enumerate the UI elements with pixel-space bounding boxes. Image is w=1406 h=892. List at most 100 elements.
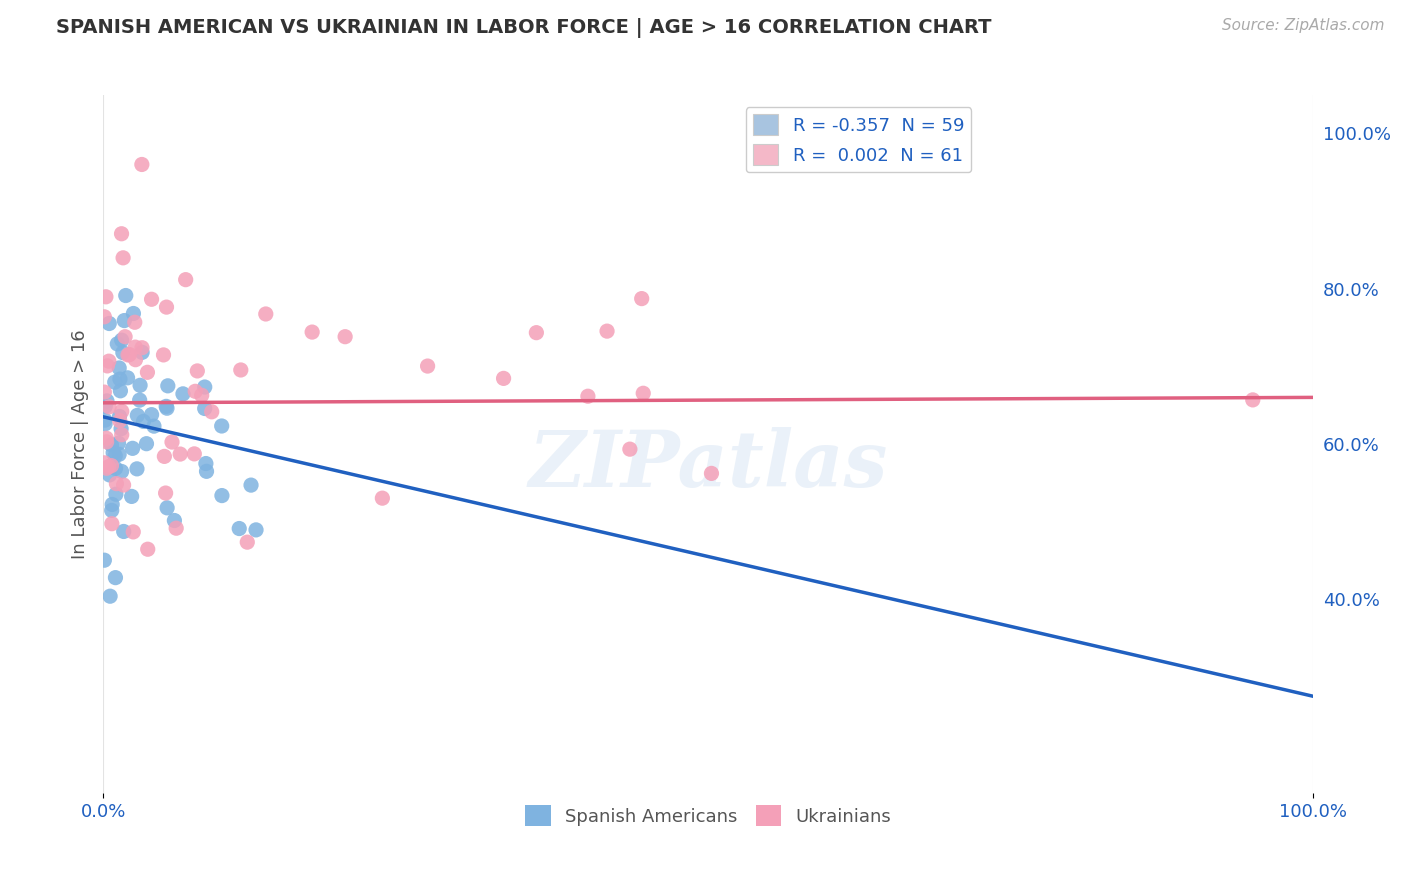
Point (104, 571, 127, 585)
Point (136, 542, 159, 557)
Point (245, 523, 267, 537)
Point (160, 435, 183, 450)
Point (301, 325, 323, 339)
Point (135, 436, 157, 450)
Point (104, 449, 127, 463)
Point (101, 516, 124, 531)
Point (111, 427, 134, 442)
Point (93, 310, 115, 324)
Point (156, 379, 179, 393)
Point (104, 375, 127, 389)
Point (136, 365, 159, 379)
Point (132, 414, 155, 428)
Point (129, 378, 152, 392)
Point (124, 340, 146, 354)
Point (142, 419, 165, 434)
Point (98, 400, 121, 414)
Point (153, 450, 176, 464)
Point (156, 500, 179, 515)
Point (576, 389, 599, 403)
Point (124, 315, 146, 329)
Point (1241, 392, 1264, 407)
Point (128, 393, 150, 408)
Point (152, 348, 174, 362)
Point (98, 317, 121, 331)
Point (174, 273, 197, 287)
Point (105, 337, 128, 351)
Point (240, 478, 263, 492)
Point (371, 491, 394, 505)
Point (186, 364, 208, 378)
Point (112, 313, 135, 327)
Point (101, 498, 124, 512)
Point (416, 359, 439, 373)
Point (96, 434, 118, 449)
Point (112, 251, 135, 265)
Point (141, 408, 163, 422)
Point (131, 341, 153, 355)
Point (114, 288, 136, 302)
Point (254, 307, 277, 321)
Point (163, 514, 186, 528)
Text: Source: ZipAtlas.com: Source: ZipAtlas.com (1222, 18, 1385, 33)
Point (619, 442, 641, 457)
Point (124, 352, 146, 367)
Point (100, 503, 122, 517)
Point (112, 478, 135, 492)
Point (121, 442, 143, 456)
Point (596, 324, 619, 338)
Point (194, 401, 217, 416)
Point (96, 431, 118, 445)
Point (117, 348, 139, 362)
Point (100, 458, 122, 473)
Point (236, 535, 259, 549)
Point (97, 459, 120, 474)
Point (190, 388, 212, 402)
Point (155, 300, 177, 314)
Point (630, 292, 652, 306)
Point (118, 347, 141, 361)
Point (108, 372, 131, 386)
Point (107, 436, 129, 450)
Point (97, 354, 120, 368)
Point (94, 290, 117, 304)
Point (96, 359, 118, 373)
Point (101, 445, 124, 459)
Point (141, 293, 163, 307)
Point (93, 385, 115, 400)
Point (201, 405, 224, 419)
Point (169, 447, 191, 461)
Point (131, 157, 153, 171)
Point (104, 487, 127, 501)
Y-axis label: In Labor Force | Age > 16: In Labor Force | Age > 16 (72, 329, 89, 558)
Point (96, 393, 118, 408)
Point (492, 371, 515, 385)
Point (700, 467, 723, 481)
Point (183, 447, 205, 461)
Point (155, 400, 177, 414)
Point (98, 589, 121, 603)
Point (211, 419, 233, 434)
Point (93, 553, 115, 567)
Point (195, 464, 218, 478)
Point (112, 524, 135, 539)
Point (194, 380, 217, 394)
Point (211, 489, 233, 503)
Text: SPANISH AMERICAN VS UKRAINIAN IN LABOR FORCE | AGE > 16 CORRELATION CHART: SPANISH AMERICAN VS UKRAINIAN IN LABOR F… (56, 18, 991, 37)
Point (110, 465, 132, 479)
Point (94, 417, 117, 431)
Point (131, 345, 153, 359)
Point (94, 400, 117, 414)
Point (93, 456, 115, 470)
Point (111, 345, 134, 359)
Point (111, 404, 134, 418)
Point (172, 387, 194, 401)
Point (100, 438, 122, 452)
Legend: Spanish Americans, Ukrainians: Spanish Americans, Ukrainians (519, 798, 898, 833)
Point (228, 522, 250, 536)
Point (156, 401, 179, 416)
Point (194, 457, 217, 471)
Point (127, 409, 149, 423)
Point (111, 333, 134, 347)
Point (105, 476, 128, 491)
